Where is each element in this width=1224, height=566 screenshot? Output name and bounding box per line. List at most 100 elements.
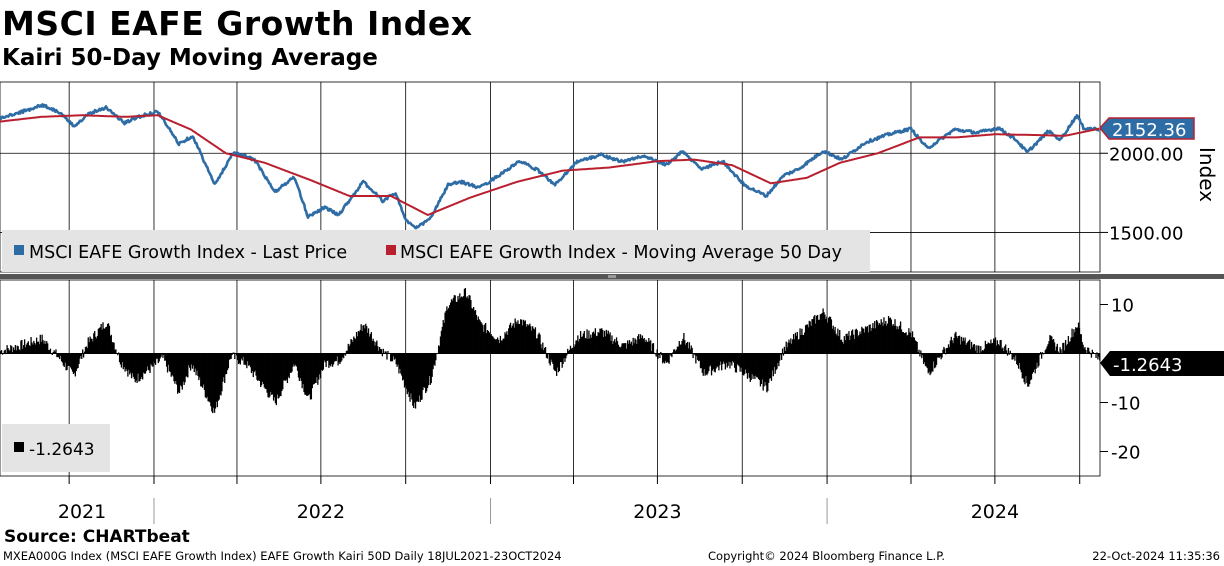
- kairi-bar: [201, 353, 204, 388]
- kairi-bar: [774, 353, 776, 374]
- kairi-bar: [678, 341, 680, 354]
- kairi-bar: [697, 353, 699, 360]
- kairi-bar: [533, 329, 536, 354]
- kairi-bar: [302, 353, 304, 385]
- kairi-bar: [953, 337, 955, 354]
- kairi-bar: [354, 338, 356, 354]
- kairi-bar: [262, 353, 265, 384]
- kairi-bar: [146, 353, 148, 367]
- kairi-bar: [512, 323, 514, 354]
- kairi-bar: [362, 325, 364, 354]
- kairi-bar: [99, 327, 101, 354]
- kairi-bar: [428, 353, 431, 376]
- kairi-bar: [210, 353, 212, 407]
- kairi-bar: [664, 353, 667, 361]
- kairi-bar: [366, 332, 369, 354]
- kairi-bar: [1066, 344, 1069, 354]
- kairi-bar: [1088, 347, 1090, 354]
- kairi-bar: [31, 342, 33, 354]
- kairi-bar: [285, 353, 288, 380]
- kairi-bar: [1062, 342, 1064, 354]
- kairi-bar: [247, 353, 249, 362]
- kairi-bar: [522, 319, 525, 354]
- kairi-bar: [899, 321, 902, 354]
- kairi-bar: [737, 353, 739, 366]
- kairi-bar: [397, 353, 399, 365]
- kairi-bar: [736, 353, 739, 365]
- kairi-bar: [204, 353, 206, 398]
- kairi-bar: [571, 347, 573, 354]
- kairi-bar: [123, 353, 125, 368]
- kairi-bar: [542, 342, 544, 354]
- kairi-bar: [354, 339, 357, 354]
- kairi-bar: [802, 334, 804, 354]
- kairi-bar: [891, 325, 893, 354]
- kairi-bar: [237, 353, 240, 365]
- kairi-bar: [419, 353, 421, 402]
- kairi-bar: [797, 339, 799, 354]
- kairi-bar: [601, 328, 603, 354]
- kairi-bar: [82, 349, 84, 354]
- kairi-bar: [360, 324, 362, 354]
- kairi-bar: [490, 334, 492, 354]
- kairi-bar: [777, 353, 779, 363]
- kairi-bar: [662, 353, 665, 363]
- kairi-bar: [378, 350, 380, 354]
- kairi-bar: [579, 338, 581, 354]
- kairi-bar: [707, 353, 709, 374]
- kairi-bar: [1048, 341, 1050, 354]
- kairi-bar: [455, 301, 457, 354]
- kairi-bar: [431, 353, 433, 377]
- kairi-bar: [1, 353, 4, 355]
- kairi-bar: [956, 336, 958, 354]
- kairi-bar: [507, 334, 509, 354]
- kairi-bar: [952, 343, 954, 354]
- kairi-bar: [735, 353, 738, 373]
- kairi-bar: [747, 353, 750, 373]
- kairi-bar: [670, 353, 672, 356]
- kairi-bar: [840, 339, 843, 354]
- kairi-bar: [680, 344, 682, 354]
- kairi-bar: [827, 322, 829, 354]
- kairi-bar: [538, 332, 540, 354]
- kairi-bar: [552, 353, 554, 364]
- footer-copyright: Copyright© 2024 Bloomberg Finance L.P.: [708, 549, 945, 563]
- kairi-bar: [280, 353, 282, 397]
- kairi-bar: [112, 342, 114, 354]
- kairi-bar: [491, 335, 493, 354]
- kairi-bar: [1036, 353, 1038, 363]
- kairi-bar: [806, 324, 809, 354]
- kairi-bar: [588, 330, 590, 354]
- kairi-bar: [894, 319, 896, 354]
- kairi-bar: [958, 335, 960, 354]
- kairi-bar: [122, 353, 124, 370]
- kairi-bar: [901, 332, 904, 354]
- kairi-bar: [290, 353, 292, 373]
- kairi-bar: [597, 332, 599, 354]
- kairi-bar: [753, 353, 755, 376]
- kairi-bar: [931, 353, 933, 372]
- kairi-bar: [652, 343, 655, 354]
- kairi-bar: [923, 353, 926, 363]
- kairi-bar: [838, 336, 840, 354]
- kairi-bar: [560, 353, 562, 363]
- kairi-bar: [872, 323, 874, 354]
- kairi-bar: [241, 353, 243, 361]
- kairi-bar: [272, 353, 274, 395]
- kairi-bar: [858, 334, 860, 354]
- kairi-bar: [584, 337, 586, 354]
- kairi-bar: [823, 312, 825, 354]
- kairi-bar: [427, 353, 430, 386]
- kairi-bar: [328, 353, 330, 368]
- kairi-bar: [617, 344, 620, 354]
- kairi-bar: [508, 324, 511, 354]
- kairi-bar: [483, 331, 485, 354]
- kairi-bar: [345, 350, 348, 354]
- kairi-bar: [792, 339, 794, 354]
- kairi-bar: [930, 353, 932, 374]
- last-price-tag: [1099, 117, 1195, 140]
- kairi-bar: [156, 353, 159, 359]
- kairi-bar: [438, 346, 441, 354]
- kairi-bar: [401, 353, 403, 376]
- kairi-bar: [357, 331, 360, 354]
